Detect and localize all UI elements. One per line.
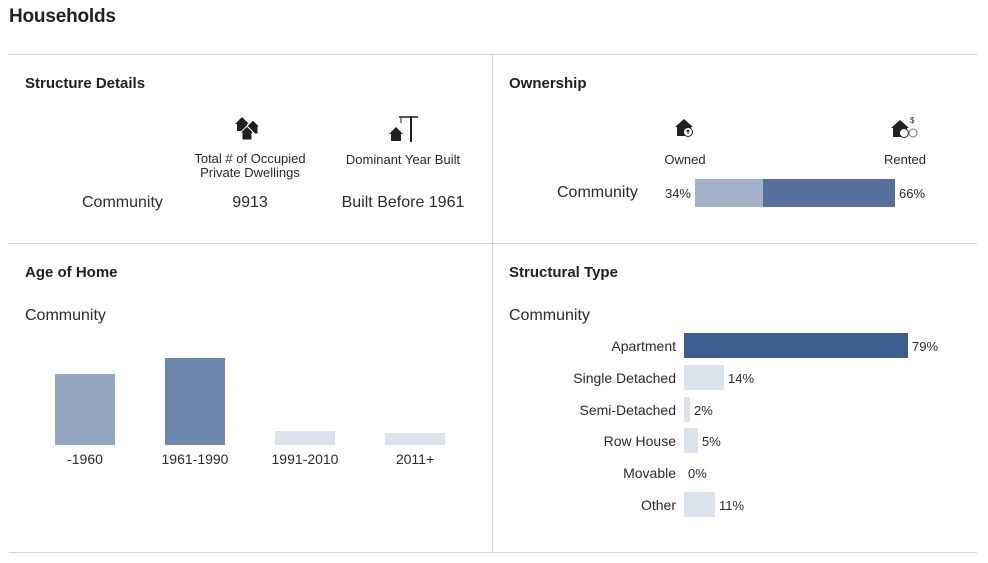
- column-divider: [492, 55, 493, 552]
- owned-bar: [695, 179, 763, 207]
- crane-house-icon: [389, 116, 418, 142]
- page-title: Households: [9, 6, 116, 27]
- year-built-value: Built Before 1961: [341, 194, 465, 211]
- dwellings-value: 9913: [232, 194, 268, 211]
- header-divider: [9, 54, 977, 55]
- structural-category-label-3: Row House: [603, 433, 676, 449]
- age-of-home-subtitle: Community: [25, 307, 106, 324]
- rented-percent: 66%: [899, 186, 926, 201]
- structural-category-label-1: Single Detached: [573, 370, 676, 386]
- structural-bar-5: [684, 492, 715, 517]
- structural-bar-3: [684, 428, 698, 453]
- structural-value-label-4: 0%: [688, 466, 707, 481]
- bottom-divider: [9, 552, 977, 553]
- structure-details-title: Structure Details: [25, 75, 146, 92]
- age-bar-3: [385, 433, 445, 445]
- age-category-label-1: 1961-1990: [161, 451, 229, 467]
- owned-house-icon: [675, 119, 693, 137]
- dwellings-column-header: Total # of Occupied Private Dwellings: [194, 151, 306, 180]
- structural-value-label-1: 14%: [728, 371, 755, 386]
- age-bar-1: [165, 358, 225, 445]
- owned-label: Owned: [664, 152, 706, 167]
- structural-value-label-5: 11%: [719, 498, 745, 513]
- age-bar-2: [275, 431, 335, 445]
- age-bar-0: [55, 374, 115, 445]
- structural-value-label-3: 5%: [702, 434, 721, 449]
- year-column-header: Dominant Year Built: [345, 152, 461, 167]
- structural-bar-0: [684, 333, 908, 358]
- ownership-row-label: Community: [557, 184, 638, 201]
- owned-percent: 34%: [664, 186, 691, 201]
- structural-value-label-0: 79%: [912, 339, 939, 354]
- structural-category-label-5: Other: [640, 497, 676, 513]
- structure-row-label: Community: [82, 194, 163, 211]
- structural-type-subtitle: Community: [509, 307, 590, 324]
- middle-divider: [9, 243, 977, 244]
- structural-value-label-2: 2%: [694, 403, 713, 418]
- structural-bar-1: [684, 365, 724, 390]
- age-category-label-3: 2011+: [395, 451, 435, 467]
- rented-bar: [763, 179, 895, 207]
- svg-text:$: $: [910, 116, 915, 125]
- age-of-home-title: Age of Home: [25, 264, 118, 281]
- ownership-title: Ownership: [509, 75, 587, 92]
- houses-icon: [235, 117, 262, 141]
- structural-category-label-0: Apartment: [611, 338, 676, 354]
- rented-house-icon: $: [891, 116, 918, 138]
- age-category-label-2: 1991-2010: [271, 451, 339, 467]
- structural-bar-2: [684, 397, 690, 422]
- structural-type-title: Structural Type: [509, 264, 618, 281]
- structural-category-label-4: Movable: [623, 465, 676, 481]
- rented-label: Rented: [884, 152, 926, 167]
- age-category-label-0: -1960: [67, 451, 103, 467]
- structural-category-label-2: Semi-Detached: [579, 402, 677, 418]
